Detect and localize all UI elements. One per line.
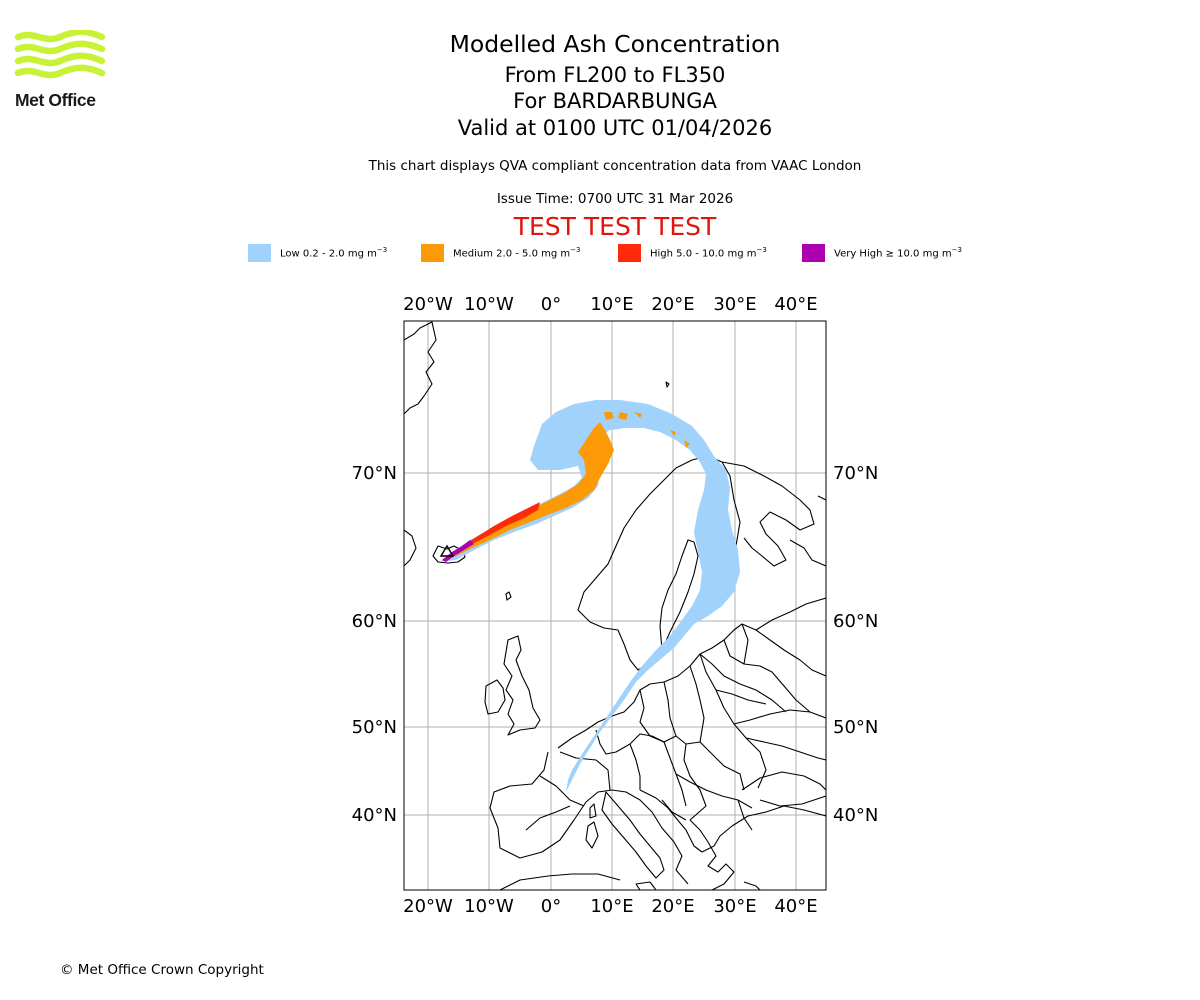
test-banner: TEST TEST TEST bbox=[513, 212, 717, 241]
lon-label: 30°E bbox=[713, 896, 756, 917]
copyright: © Met Office Crown Copyright bbox=[60, 962, 264, 978]
lat-label: 40°N bbox=[833, 805, 878, 826]
italy-coast bbox=[601, 791, 665, 879]
lon-label: 10°E bbox=[590, 294, 633, 315]
great-britain-coast bbox=[503, 635, 541, 736]
lat-label: 40°N bbox=[352, 805, 397, 826]
lon-label: 10°W bbox=[464, 896, 514, 917]
volcano-name: For BARDARBUNGA bbox=[513, 89, 717, 113]
lon-label: 10°E bbox=[590, 896, 633, 917]
legend-label-very-high: Very High ≥ 10.0 mg m−3 bbox=[834, 246, 962, 260]
lon-label: 10°W bbox=[464, 294, 514, 315]
legend-swatch-high bbox=[618, 244, 641, 262]
volcano-marker bbox=[439, 544, 455, 557]
lat-label: 70°N bbox=[352, 463, 397, 484]
lon-labels-top: 20°W 10°W 0° 10°E 20°E 30°E 40°E bbox=[403, 294, 817, 315]
legend-label-medium: Medium 2.0 - 5.0 mg m−3 bbox=[453, 246, 581, 260]
met-office-wave-icon bbox=[14, 30, 106, 79]
lat-labels-left: 70°N 60°N 50°N 40°N bbox=[352, 463, 397, 826]
chart-title: Modelled Ash Concentration bbox=[449, 30, 781, 58]
chart-subtitle: This chart displays QVA compliant concen… bbox=[368, 158, 862, 174]
lat-label: 50°N bbox=[833, 717, 878, 738]
coastlines bbox=[404, 321, 826, 890]
lon-label: 20°W bbox=[403, 896, 453, 917]
legend-swatch-very-high bbox=[802, 244, 825, 262]
lat-label: 70°N bbox=[833, 463, 878, 484]
lon-label: 0° bbox=[541, 294, 561, 315]
lat-label: 60°N bbox=[352, 611, 397, 632]
logo-text: Met Office bbox=[15, 90, 96, 110]
valid-time: Valid at 0100 UTC 01/04/2026 bbox=[457, 116, 773, 140]
issue-time: Issue Time: 0700 UTC 31 Mar 2026 bbox=[496, 191, 734, 207]
legend-label-low: Low 0.2 - 2.0 mg m−3 bbox=[280, 246, 388, 260]
greenland-coast bbox=[404, 321, 437, 415]
graticule bbox=[404, 321, 826, 890]
lat-label: 60°N bbox=[833, 611, 878, 632]
legend-swatch-medium bbox=[421, 244, 444, 262]
legend-swatch-low bbox=[248, 244, 271, 262]
lon-label: 20°E bbox=[651, 896, 694, 917]
lon-label: 20°E bbox=[651, 294, 694, 315]
ash-medium-region bbox=[444, 412, 690, 560]
ireland-coast bbox=[484, 679, 506, 715]
met-office-logo: Met Office bbox=[14, 30, 114, 112]
lon-labels-bottom: 20°W 10°W 0° 10°E 20°E 30°E 40°E bbox=[403, 896, 817, 917]
legend-label-high: High 5.0 - 10.0 mg m−3 bbox=[650, 246, 767, 260]
lon-label: 30°E bbox=[713, 294, 756, 315]
map-frame bbox=[403, 320, 827, 891]
lon-label: 40°E bbox=[774, 294, 817, 315]
lat-label: 50°N bbox=[352, 717, 397, 738]
lon-label: 20°W bbox=[403, 294, 453, 315]
lon-label: 0° bbox=[541, 896, 561, 917]
lat-labels-right: 70°N 60°N 50°N 40°N bbox=[833, 463, 878, 826]
scandinavia-coast bbox=[577, 455, 741, 671]
flight-level-range: From FL200 to FL350 bbox=[504, 63, 726, 87]
lon-label: 40°E bbox=[774, 896, 817, 917]
